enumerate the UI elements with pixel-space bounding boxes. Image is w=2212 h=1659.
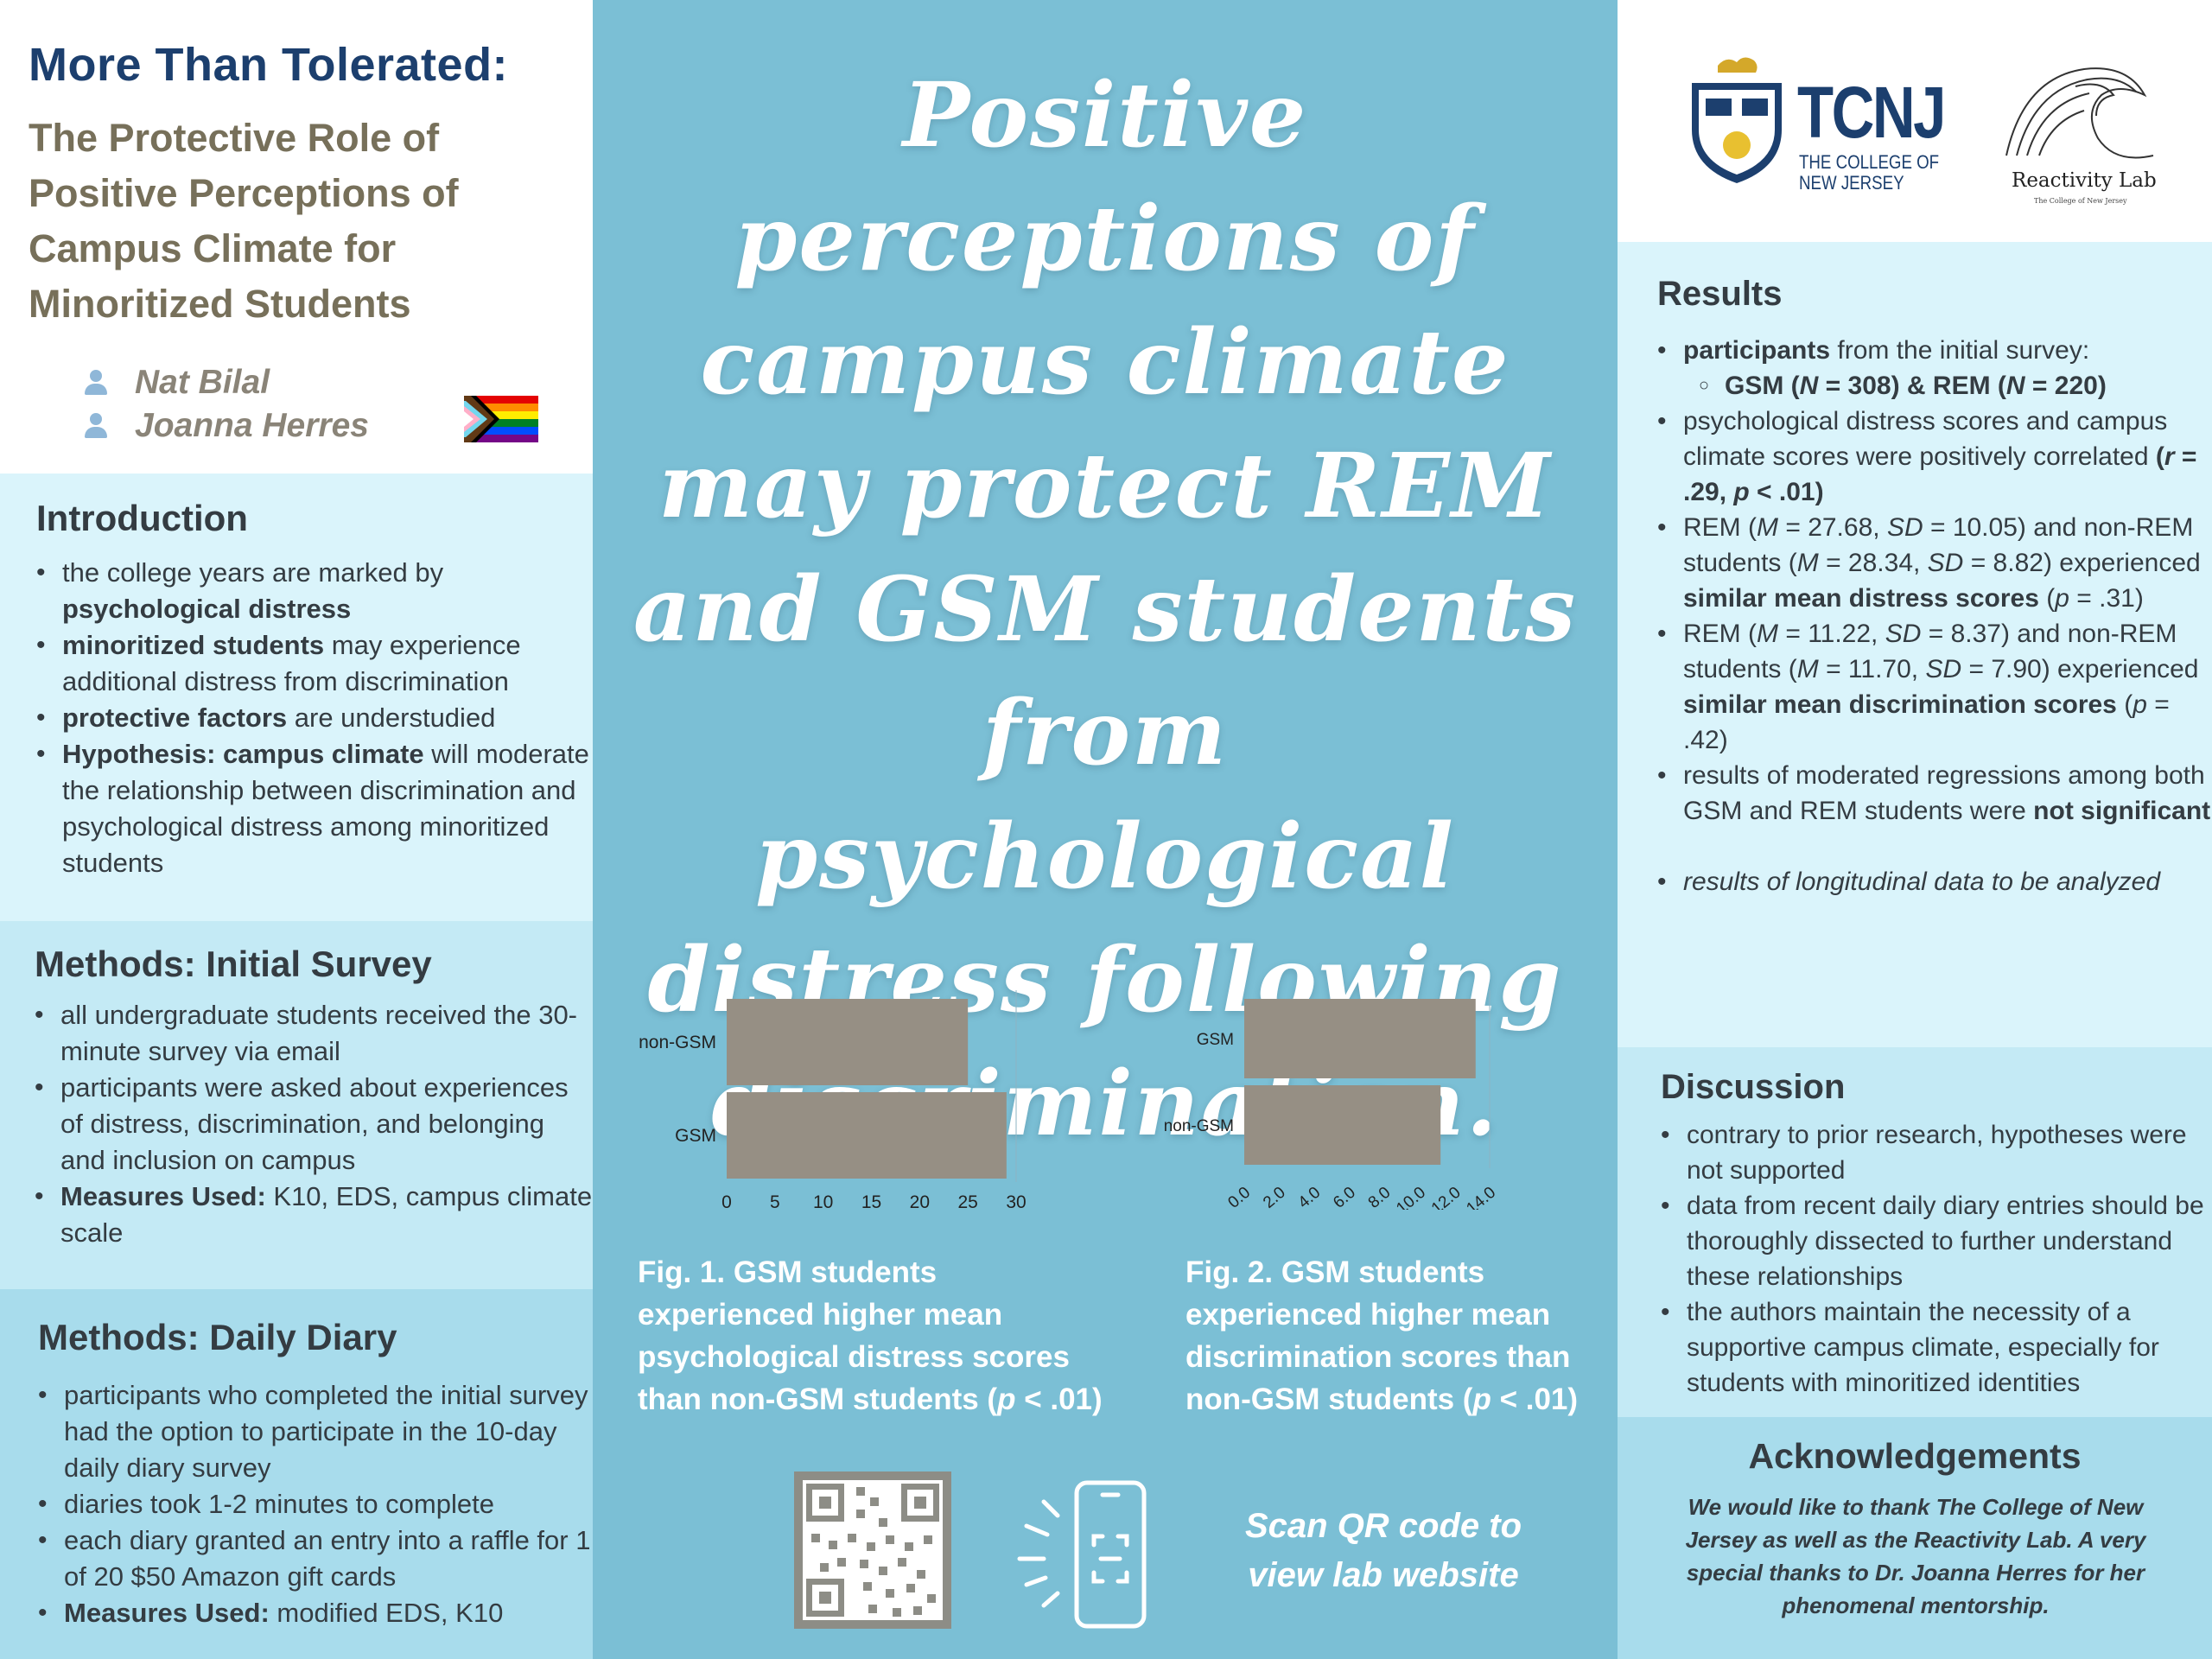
list-item: Hypothesis: campus climate will moderate… <box>36 736 593 881</box>
introduction-list: the college years are marked by psycholo… <box>36 555 593 881</box>
bar-non-GSM <box>727 999 969 1085</box>
methods-diary-section: Methods: Daily Diary participants who co… <box>0 1289 593 1659</box>
tick-label: 14.0 <box>1463 1184 1499 1210</box>
poster-subtitle: The Protective Role of Positive Percepti… <box>29 111 593 332</box>
author-row: Nat Bilal <box>83 361 369 404</box>
methods-initial-section: Methods: Initial Survey all undergraduat… <box>0 921 593 1289</box>
list-item: participants who completed the initial s… <box>38 1377 593 1486</box>
acknowledgements-section: Acknowledgements We would like to thank … <box>1618 1417 2212 1659</box>
tcnj-wordmark: TCNJ <box>1797 72 1946 153</box>
figure-2-caption: Fig. 2. GSM students experienced higher … <box>1185 1255 1579 1416</box>
methods-initial-list: all undergraduate students received the … <box>35 997 593 1251</box>
tick-label: 10 <box>813 1192 833 1210</box>
right-column: TCNJ THE COLLEGE OF NEW JERSEY Reactivit… <box>1618 0 2212 1659</box>
qr-code[interactable] <box>794 1471 951 1629</box>
list-item: Measures Used: K10, EDS, campus climate … <box>35 1179 593 1251</box>
tick-label: 5 <box>770 1192 780 1210</box>
tick-label: 0.0 <box>1224 1184 1254 1210</box>
figure-2-chart: GSM non-GSM 0.0 2.0 4.0 6.0 8.0 10.0 12.0 14.0 <box>1128 985 1595 1218</box>
logo-area: TCNJ THE COLLEGE OF NEW JERSEY Reactivit… <box>1618 0 2212 242</box>
bar-non-GSM <box>1244 1085 1441 1165</box>
lab-subtext: The College of New Jersey <box>2034 197 2127 205</box>
progress-pride-flag-icon <box>464 396 538 442</box>
subtitle-line: The Protective Role of <box>29 116 440 160</box>
wave-logo-icon <box>1998 52 2162 168</box>
list-item: minoritized students may experience addi… <box>36 627 593 700</box>
author-name: Nat Bilal <box>135 364 270 401</box>
category-label: non-GSM <box>1164 1117 1234 1135</box>
list-item: protective factors are understudied <box>36 700 593 736</box>
list-item: psychological distress scores and campus… <box>1657 404 2212 510</box>
tick-label: 0 <box>721 1192 732 1210</box>
results-list: participants from the initial survey: GS… <box>1657 333 2212 899</box>
list-item: contrary to prior research, hypotheses w… <box>1661 1117 2212 1188</box>
figure-1-chart: non-GSM GSM 0 5 10 15 20 25 30 <box>627 985 1146 1214</box>
subtitle-line: Positive Perceptions of <box>29 171 459 215</box>
figure-2-svg: GSM non-GSM 0.0 2.0 4.0 6.0 8.010.012.014.0 <box>1164 990 1499 1218</box>
phone-scan-icon <box>1007 1476 1154 1636</box>
tick-label: 20 <box>910 1192 930 1210</box>
list-item: REM (M = 27.68, SD = 10.05) and non-REM … <box>1657 510 2212 616</box>
list-item: the college years are marked by psycholo… <box>36 555 593 627</box>
tick-label: 25 <box>957 1192 977 1210</box>
person-icon <box>83 413 109 439</box>
title-block: More Than Tolerated: The Protective Role… <box>0 0 593 474</box>
acknowledgements-body: We would like to thank The College of Ne… <box>1685 1494 2146 1618</box>
tick-label: 12.0 <box>1428 1184 1465 1210</box>
list-item: REM (M = 11.22, SD = 8.37) and non-REM s… <box>1657 616 2212 758</box>
list-item: data from recent daily diary entries sho… <box>1661 1188 2212 1294</box>
discussion-heading: Discussion <box>1661 1068 1846 1106</box>
qr-instructions: Scan QR code to view lab website <box>1244 1507 1522 1594</box>
tick-label: 30 <box>1006 1192 1026 1210</box>
figure-1-caption: Fig. 1. GSM students experienced higher … <box>638 1255 1103 1416</box>
introduction-heading: Introduction <box>36 498 248 538</box>
subtitle-line: Campus Climate for <box>29 226 397 270</box>
bar-GSM <box>727 1092 1007 1179</box>
methods-diary-list: participants who completed the initial s… <box>38 1377 593 1631</box>
discussion-list: contrary to prior research, hypotheses w… <box>1661 1117 2212 1401</box>
list-item: diaries took 1-2 minutes to complete <box>38 1486 593 1522</box>
category-label: GSM <box>675 1126 716 1146</box>
category-label: non-GSM <box>639 1033 716 1052</box>
tcnj-subtext: THE COLLEGE OF NEW JERSEY <box>1799 151 1940 194</box>
author-list: Nat Bilal Joanna Herres <box>83 361 369 448</box>
left-column: More Than Tolerated: The Protective Role… <box>0 0 593 1659</box>
list-item: participants were asked about experience… <box>35 1070 593 1179</box>
author-name: Joanna Herres <box>135 407 369 444</box>
methods-initial-heading: Methods: Initial Survey <box>35 944 432 984</box>
tick-label: 10.0 <box>1393 1184 1429 1210</box>
tick-label: 8.0 <box>1365 1184 1395 1210</box>
list-item: all undergraduate students received the … <box>35 997 593 1070</box>
list-item: each diary granted an entry into a raffl… <box>38 1522 593 1595</box>
list-item: Measures Used: modified EDS, K10 <box>38 1595 593 1631</box>
results-heading: Results <box>1657 275 1783 313</box>
list-item: results of moderated regressions among b… <box>1657 758 2212 829</box>
tcnj-shield-logo-icon <box>1687 48 1787 191</box>
list-item: results of longitudinal data to be analy… <box>1657 864 2212 899</box>
category-label: GSM <box>1197 1031 1234 1049</box>
methods-diary-heading: Methods: Daily Diary <box>38 1317 397 1357</box>
poster-title: More Than Tolerated: <box>29 39 509 91</box>
tick-label: 6.0 <box>1330 1184 1359 1210</box>
acknowledgements-heading: Acknowledgements <box>1748 1436 2082 1476</box>
discussion-section: Discussion contrary to prior research, h… <box>1618 1047 2212 1417</box>
results-section: Results participants from the initial su… <box>1618 242 2212 1047</box>
tick-label: 15 <box>861 1192 881 1210</box>
subtitle-line: Minoritized Students <box>29 282 411 326</box>
lab-name: Reactivity Lab <box>2012 169 2157 192</box>
tick-label: 2.0 <box>1260 1184 1289 1210</box>
author-row: Joanna Herres <box>83 404 369 448</box>
center-column: Positive perceptions of campus climate m… <box>593 0 1618 1659</box>
bar-GSM <box>1244 999 1476 1078</box>
tick-label: 4.0 <box>1295 1184 1325 1210</box>
figure-1-svg: non-GSM GSM 0 5 10 15 20 25 30 <box>639 990 1027 1212</box>
person-icon <box>83 370 109 396</box>
list-subitem: GSM (N = 308) & REM (N = 220) <box>1657 368 2212 404</box>
list-item: participants from the initial survey: <box>1657 333 2212 368</box>
introduction-section: Introduction the college years are marke… <box>0 474 593 921</box>
list-item: the authors maintain the necessity of a … <box>1661 1294 2212 1401</box>
